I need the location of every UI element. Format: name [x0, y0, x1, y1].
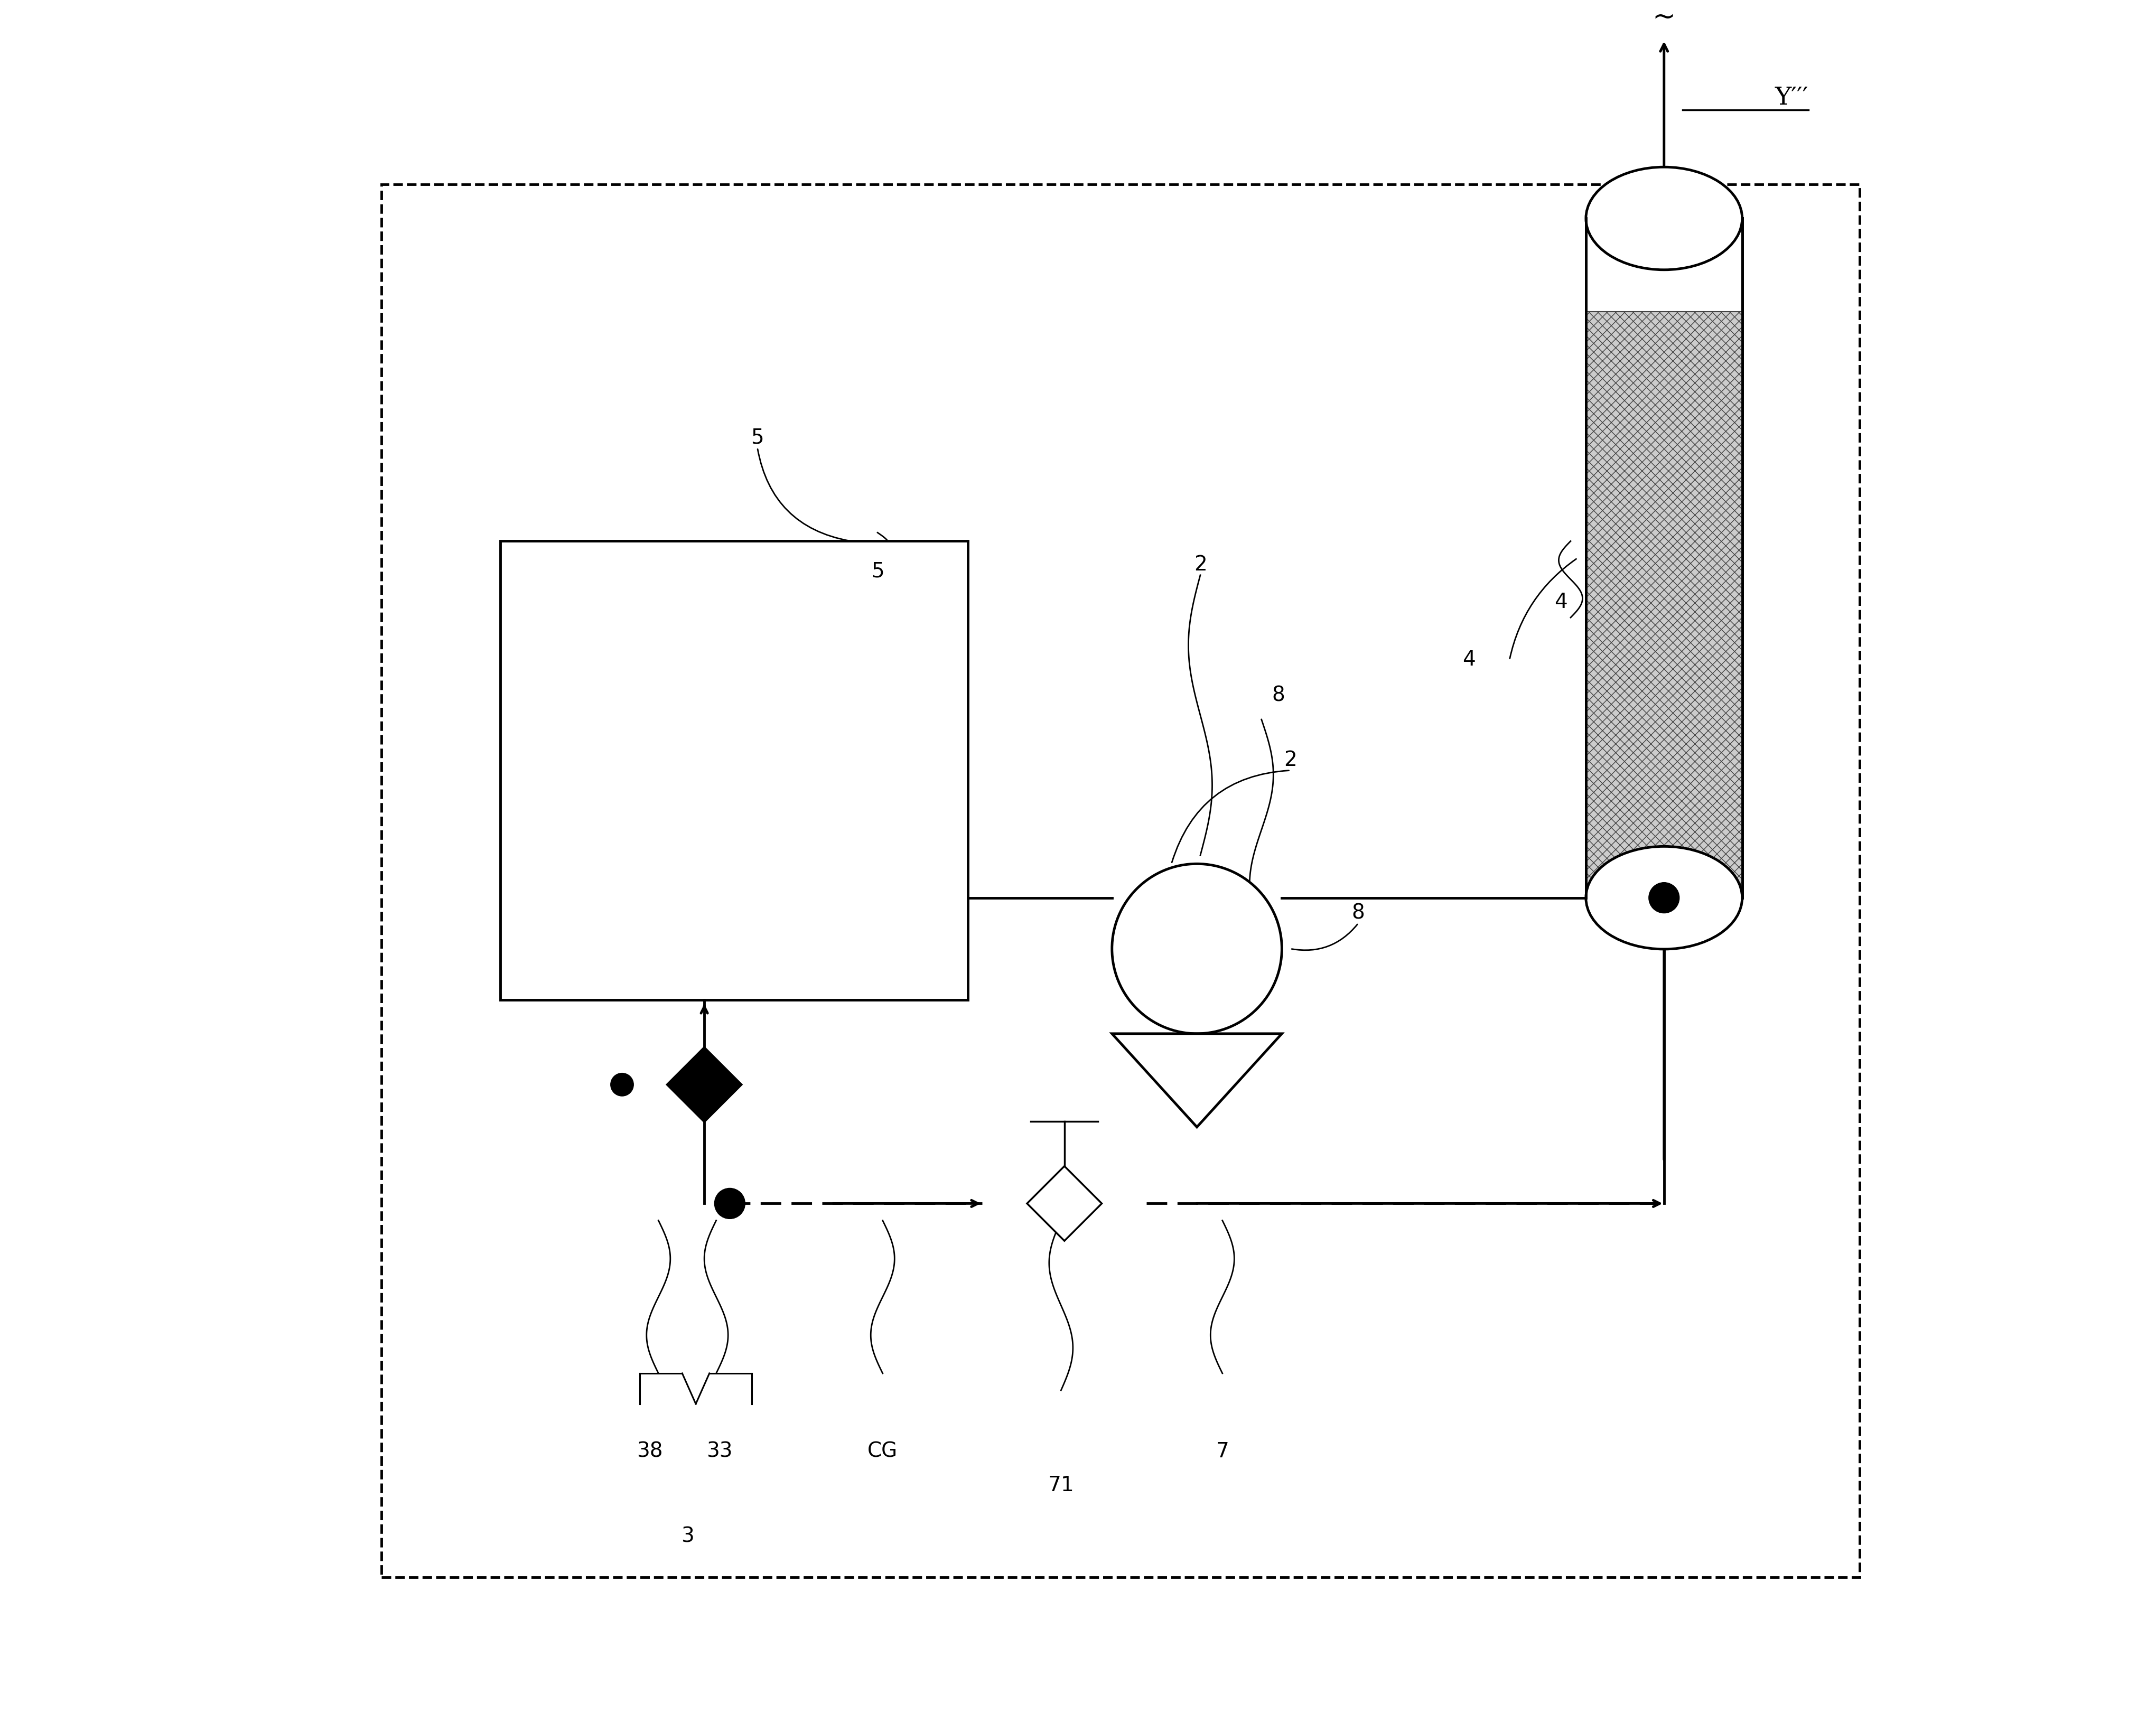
Text: Y′′′: Y′′′ — [1774, 86, 1809, 110]
Polygon shape — [666, 1047, 742, 1122]
Text: 2: 2 — [1194, 555, 1207, 576]
Circle shape — [714, 1189, 746, 1218]
Text: CG: CG — [867, 1441, 897, 1461]
Text: 71: 71 — [1048, 1475, 1074, 1495]
Text: 5: 5 — [871, 562, 884, 581]
Text: 33: 33 — [707, 1441, 733, 1461]
Text: 5: 5 — [750, 428, 763, 447]
Ellipse shape — [1587, 846, 1742, 949]
Text: 8: 8 — [1352, 903, 1365, 923]
Circle shape — [1649, 882, 1680, 913]
Text: 3: 3 — [681, 1526, 694, 1547]
Bar — [1587, 312, 1742, 898]
Text: ~: ~ — [1651, 3, 1675, 31]
Bar — [500, 541, 968, 1000]
Bar — [382, 185, 1858, 1578]
Polygon shape — [1026, 1167, 1102, 1240]
Text: 38: 38 — [636, 1441, 664, 1461]
Circle shape — [1112, 863, 1283, 1033]
Ellipse shape — [1587, 168, 1742, 269]
Text: 4: 4 — [1462, 649, 1475, 670]
Text: 2: 2 — [1283, 750, 1298, 771]
Text: 7: 7 — [1216, 1441, 1229, 1461]
Bar — [1587, 219, 1742, 898]
Text: 4: 4 — [1554, 593, 1567, 612]
Text: 8: 8 — [1272, 685, 1285, 706]
Polygon shape — [1112, 1033, 1283, 1127]
Circle shape — [610, 1072, 634, 1096]
